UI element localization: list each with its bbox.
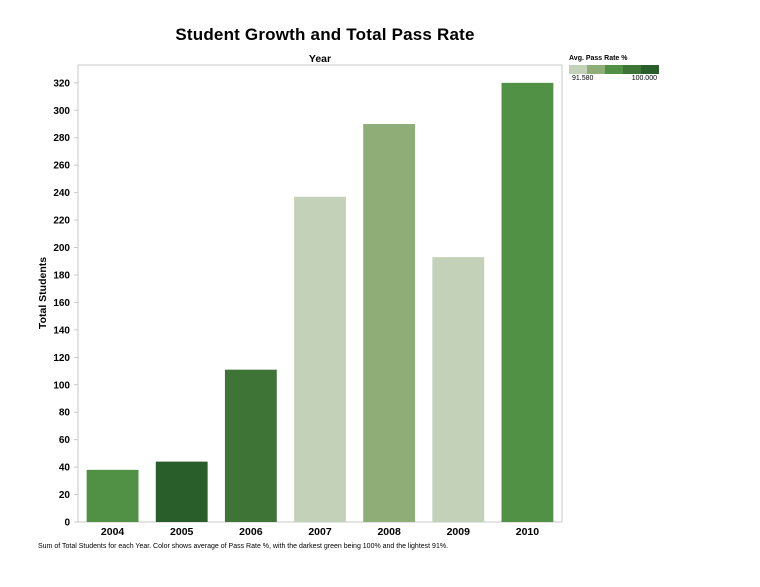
legend-swatch xyxy=(587,65,605,74)
y-tick-label: 200 xyxy=(53,243,70,254)
y-tick-label: 180 xyxy=(53,270,70,281)
legend-swatch xyxy=(569,65,587,74)
y-tick-label: 220 xyxy=(53,216,70,227)
y-tick-label: 260 xyxy=(53,161,70,172)
y-axis: 0 20 40 60 80 100 120 140 160 180 200 220 240 260 280 3… xyxy=(53,78,78,529)
chart-title: Student Growth and Total Pass Rate xyxy=(175,25,475,44)
y-tick-label: 60 xyxy=(59,435,71,446)
x-axis-title: Year xyxy=(309,53,331,65)
bar-2005 xyxy=(155,461,208,522)
y-tick-label: 120 xyxy=(53,353,70,364)
y-tick-label: 320 xyxy=(53,78,70,89)
bar-2007 xyxy=(294,196,346,522)
x-tick-label: 2009 xyxy=(447,526,471,538)
x-tick-label: 2004 xyxy=(101,526,125,538)
x-tick-label: 2005 xyxy=(170,526,194,538)
y-tick-label: 0 xyxy=(64,518,70,529)
legend-title: Avg. Pass Rate % xyxy=(569,55,628,62)
y-tick-label: 160 xyxy=(53,298,70,309)
bar-2009 xyxy=(432,257,485,522)
legend-max-label: 100.000 xyxy=(631,75,657,82)
bars xyxy=(86,82,554,522)
y-tick-label: 100 xyxy=(53,380,70,391)
y-axis-title: Total Students xyxy=(37,257,49,329)
legend-swatch xyxy=(605,65,623,74)
footnote: Sum of Total Students for each Year. Col… xyxy=(38,543,449,550)
legend-color-scale xyxy=(569,65,659,74)
legend-swatch xyxy=(641,65,659,74)
legend: Avg. Pass Rate % 91.580 100.000 xyxy=(569,55,664,84)
y-tick-label: 80 xyxy=(59,408,71,419)
x-tick-label: 2008 xyxy=(377,526,401,538)
bar-2006 xyxy=(224,369,277,522)
bar-2004 xyxy=(86,469,139,522)
legend-swatch xyxy=(623,65,641,74)
x-tick-label: 2006 xyxy=(239,526,263,538)
y-tick-label: 300 xyxy=(53,106,70,117)
legend-min-label: 91.580 xyxy=(572,75,594,82)
x-tick-label: 2010 xyxy=(516,526,540,538)
x-tick-label: 2007 xyxy=(308,526,332,538)
bar-2010 xyxy=(501,82,554,522)
legend-range: 91.580 100.000 xyxy=(569,75,659,84)
y-tick-label: 240 xyxy=(53,188,70,199)
bar-2008 xyxy=(363,124,416,522)
x-axis: 2004 2005 2006 2007 2008 2009 2010 xyxy=(101,526,539,538)
y-tick-label: 40 xyxy=(59,463,71,474)
y-tick-label: 280 xyxy=(53,133,70,144)
y-tick-label: 20 xyxy=(59,490,71,501)
y-tick-label: 140 xyxy=(53,325,70,336)
